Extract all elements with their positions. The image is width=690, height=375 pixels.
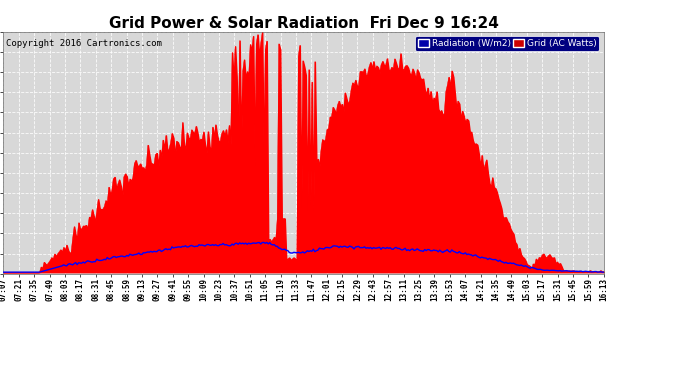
Title: Grid Power & Solar Radiation  Fri Dec 9 16:24: Grid Power & Solar Radiation Fri Dec 9 1… [108,16,499,31]
Text: Copyright 2016 Cartronics.com: Copyright 2016 Cartronics.com [6,39,162,48]
Legend: Radiation (W/m2), Grid (AC Watts): Radiation (W/m2), Grid (AC Watts) [415,36,599,51]
